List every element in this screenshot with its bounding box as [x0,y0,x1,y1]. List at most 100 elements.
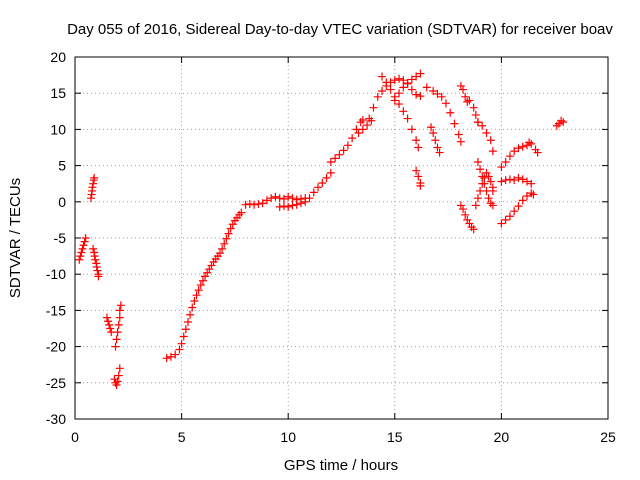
data-point [429,129,437,137]
data-point [395,75,403,83]
data-point [399,83,407,91]
data-point [465,96,473,104]
data-point [506,175,514,183]
data-point [115,372,123,380]
series-sat-e [112,301,125,350]
data-point [237,209,245,217]
data-point [480,180,488,188]
axis-ticks: 0 5 10 15 20 25-30-25-20-15-10-505101520 [46,49,616,445]
data-point [93,267,101,275]
data-point [297,199,305,207]
data-point [116,306,124,314]
data-point [175,345,183,353]
data-point [310,188,318,196]
data-point [497,220,505,228]
data-point [323,174,331,182]
data-point [359,125,367,133]
data-point [163,354,171,362]
data-point [395,89,403,97]
data-point [502,176,510,184]
data-point [284,203,292,211]
data-point [114,328,122,336]
data-point [485,194,493,202]
data-point [474,158,482,166]
data-point [276,194,284,202]
data-point [461,211,469,219]
y-tick-label: 5 [58,158,66,174]
data-point [446,109,454,117]
data-point [502,216,510,224]
data-point [254,200,262,208]
data-point [93,263,101,271]
data-point [487,178,495,186]
data-point [91,256,99,264]
data-point [519,143,527,151]
data-point [404,115,412,123]
data-point [412,167,420,175]
data-point [412,91,420,99]
series-sat-h [242,193,310,209]
x-tick-label: 10 [280,429,296,445]
data-point [220,240,228,248]
data-point [474,194,482,202]
data-point [116,364,124,372]
data-point [77,248,85,256]
data-point [222,235,230,243]
data-point [80,241,88,249]
data-point [463,98,471,106]
data-point [461,93,469,101]
data-point [395,100,403,108]
data-point [365,115,373,123]
x-tick-label: 5 [178,429,186,445]
data-point [115,321,123,329]
data-point [276,203,284,211]
series-sat-f [110,364,123,389]
data-point [399,107,407,115]
data-point [506,212,514,220]
data-point [427,123,435,131]
data-point [431,136,439,144]
data-point [433,144,441,152]
data-point [387,86,395,94]
y-tick-label: -30 [46,411,66,427]
data-point [527,140,535,148]
data-point [553,122,561,130]
data-point [468,223,476,231]
data-point [197,281,205,289]
data-point [408,86,416,94]
y-tick-label: -5 [54,230,67,246]
data-point [367,117,375,125]
data-point [218,245,226,253]
data-point [89,245,97,253]
data-point [476,165,484,173]
data-point [378,73,386,81]
data-point [487,136,495,144]
data-point [457,82,465,90]
data-point [117,301,125,309]
y-tick-label: 10 [50,121,66,137]
data-point [502,158,510,166]
data-point [267,194,275,202]
data-point [318,179,326,187]
data-point [182,325,190,333]
data-point [229,220,237,228]
data-point [457,138,465,146]
data-point [75,256,83,264]
data-point [113,335,121,343]
data-point [103,314,111,322]
data-point [205,265,213,273]
data-point [487,199,495,207]
data-point [359,116,367,124]
data-point [529,191,537,199]
data-point [112,379,120,387]
data-point [519,196,527,204]
series-sat-z [553,117,567,130]
y-tick-label: -25 [46,375,66,391]
data-point [510,207,518,215]
data-point [201,272,209,280]
data-point [470,104,478,112]
data-points [75,70,567,389]
data-point [382,78,390,86]
data-point [225,230,233,238]
data-point [465,220,473,228]
